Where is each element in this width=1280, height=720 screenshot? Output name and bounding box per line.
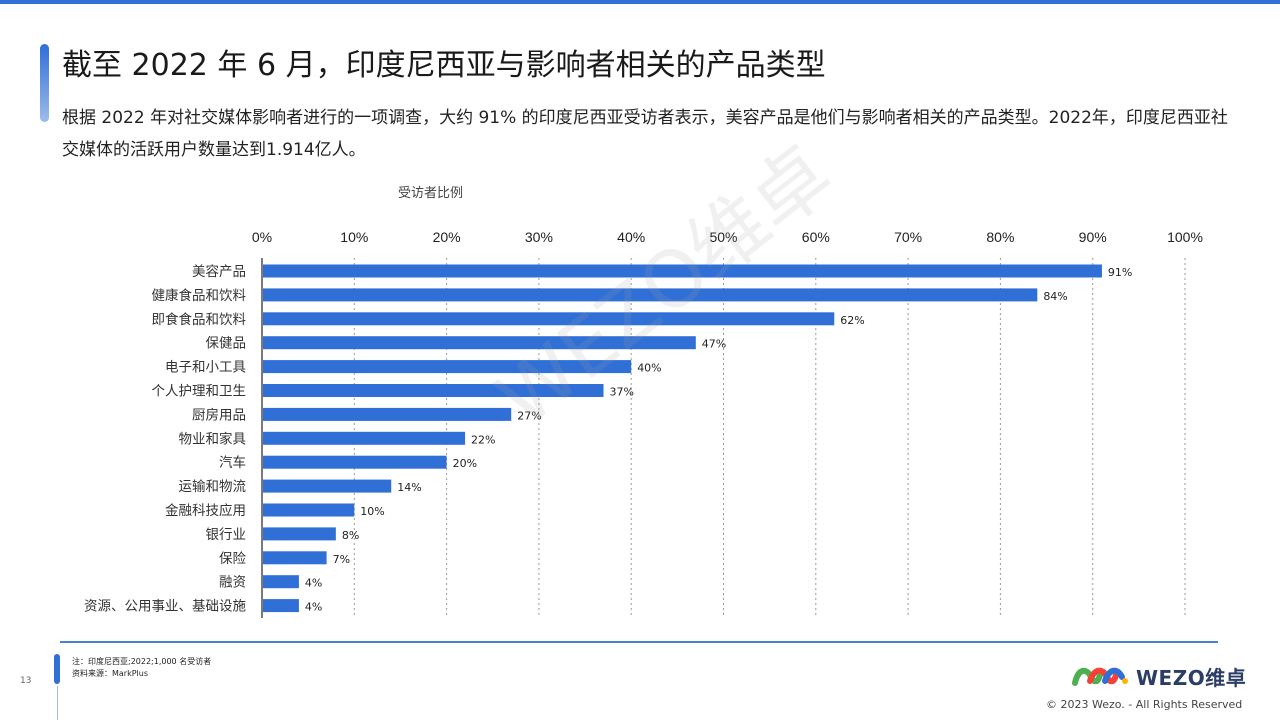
category-label: 保健品 <box>206 336 247 352</box>
footnote-source: 资料来源：MarkPlus <box>72 669 149 678</box>
data-label: 4% <box>305 577 322 590</box>
bar <box>263 455 447 469</box>
data-label: 37% <box>610 386 634 399</box>
category-label: 个人护理和卫生 <box>152 384 247 400</box>
x-tick-label: 70% <box>894 229 922 245</box>
category-label: 资源、公用事业、基础设施 <box>84 598 246 615</box>
category-label: 电子和小工具 <box>165 360 246 376</box>
x-tick-label: 60% <box>802 229 830 245</box>
footnote-note: 注：印度尼西亚;2022;1,000 名受访者 <box>72 657 212 666</box>
category-label: 融资 <box>219 575 246 591</box>
bar <box>263 384 604 397</box>
page-subtitle: 根据 2022 年对社交媒体影响者进行的一项调查，大约 91% 的印度尼西亚受访… <box>62 108 1228 160</box>
bar <box>263 575 299 589</box>
x-tick-label: 90% <box>1079 229 1107 245</box>
footer-rule <box>60 641 1218 643</box>
category-label: 厨房用品 <box>192 407 246 423</box>
x-axis-label: 受访者比例 <box>398 186 463 201</box>
x-tick-label: 30% <box>525 229 553 245</box>
data-label: 7% <box>333 553 350 566</box>
top-rule <box>0 0 1280 4</box>
logo: WEZO维卓 <box>1072 662 1246 690</box>
category-label: 银行业 <box>206 527 247 543</box>
title-accent-bar <box>40 44 49 122</box>
x-tick-label: 0% <box>252 229 272 245</box>
x-tick-label: 50% <box>709 229 737 245</box>
bar <box>263 479 392 493</box>
category-label: 金融科技应用 <box>165 502 246 519</box>
category-label: 物业和家具 <box>179 430 247 447</box>
data-label: 27% <box>517 409 541 422</box>
bar <box>263 407 512 421</box>
data-label: 10% <box>360 505 384 518</box>
bar <box>263 551 327 565</box>
note-divider <box>57 686 58 720</box>
x-tick-label: 40% <box>617 229 645 245</box>
category-label: 运输和物流 <box>179 479 247 495</box>
footnote: 注：印度尼西亚;2022;1,000 名受访者 资料来源：MarkPlus <box>72 656 211 680</box>
x-tick-label: 100% <box>1167 229 1203 245</box>
logo-icon <box>1072 667 1128 686</box>
data-label: 22% <box>471 433 495 446</box>
bar <box>263 264 1102 278</box>
bar <box>263 360 632 374</box>
data-label: 14% <box>397 481 421 494</box>
category-label: 保险 <box>219 551 246 567</box>
page-number: 13 <box>20 676 32 686</box>
bar <box>263 312 835 326</box>
logo-text: WEZO维卓 <box>1136 665 1247 690</box>
bar <box>263 503 355 517</box>
copyright: © 2023 Wezo. - All Rights Reserved <box>1046 698 1243 711</box>
x-tick-label: 20% <box>433 229 461 245</box>
data-label: 40% <box>637 362 661 375</box>
data-label: 84% <box>1043 290 1067 303</box>
bar <box>263 431 466 445</box>
category-label: 健康食品和饮料 <box>152 287 247 304</box>
data-label: 4% <box>305 601 322 614</box>
data-label: 20% <box>453 457 477 470</box>
bar <box>263 288 1038 302</box>
category-label: 汽车 <box>219 454 246 471</box>
category-label: 美容产品 <box>192 263 246 280</box>
bar <box>263 527 336 541</box>
data-label: 47% <box>702 338 726 351</box>
data-label: 62% <box>840 314 864 327</box>
bar-chart: 受访者比例 0% 10% 20% 30% 40% 50% 60% 70% 80% 90% 100% 美容… <box>84 186 1203 618</box>
note-accent-bar <box>54 654 60 684</box>
category-label: 即食食品和饮料 <box>152 311 247 328</box>
x-tick-label: 80% <box>986 229 1014 245</box>
data-label: 8% <box>342 529 359 542</box>
page-title: 截至 2022 年 6 月，印度尼西亚与影响者相关的产品类型 <box>62 48 826 83</box>
bar <box>263 336 696 350</box>
data-label: 91% <box>1108 266 1132 279</box>
bar <box>263 599 299 613</box>
x-tick-label: 10% <box>340 229 368 245</box>
